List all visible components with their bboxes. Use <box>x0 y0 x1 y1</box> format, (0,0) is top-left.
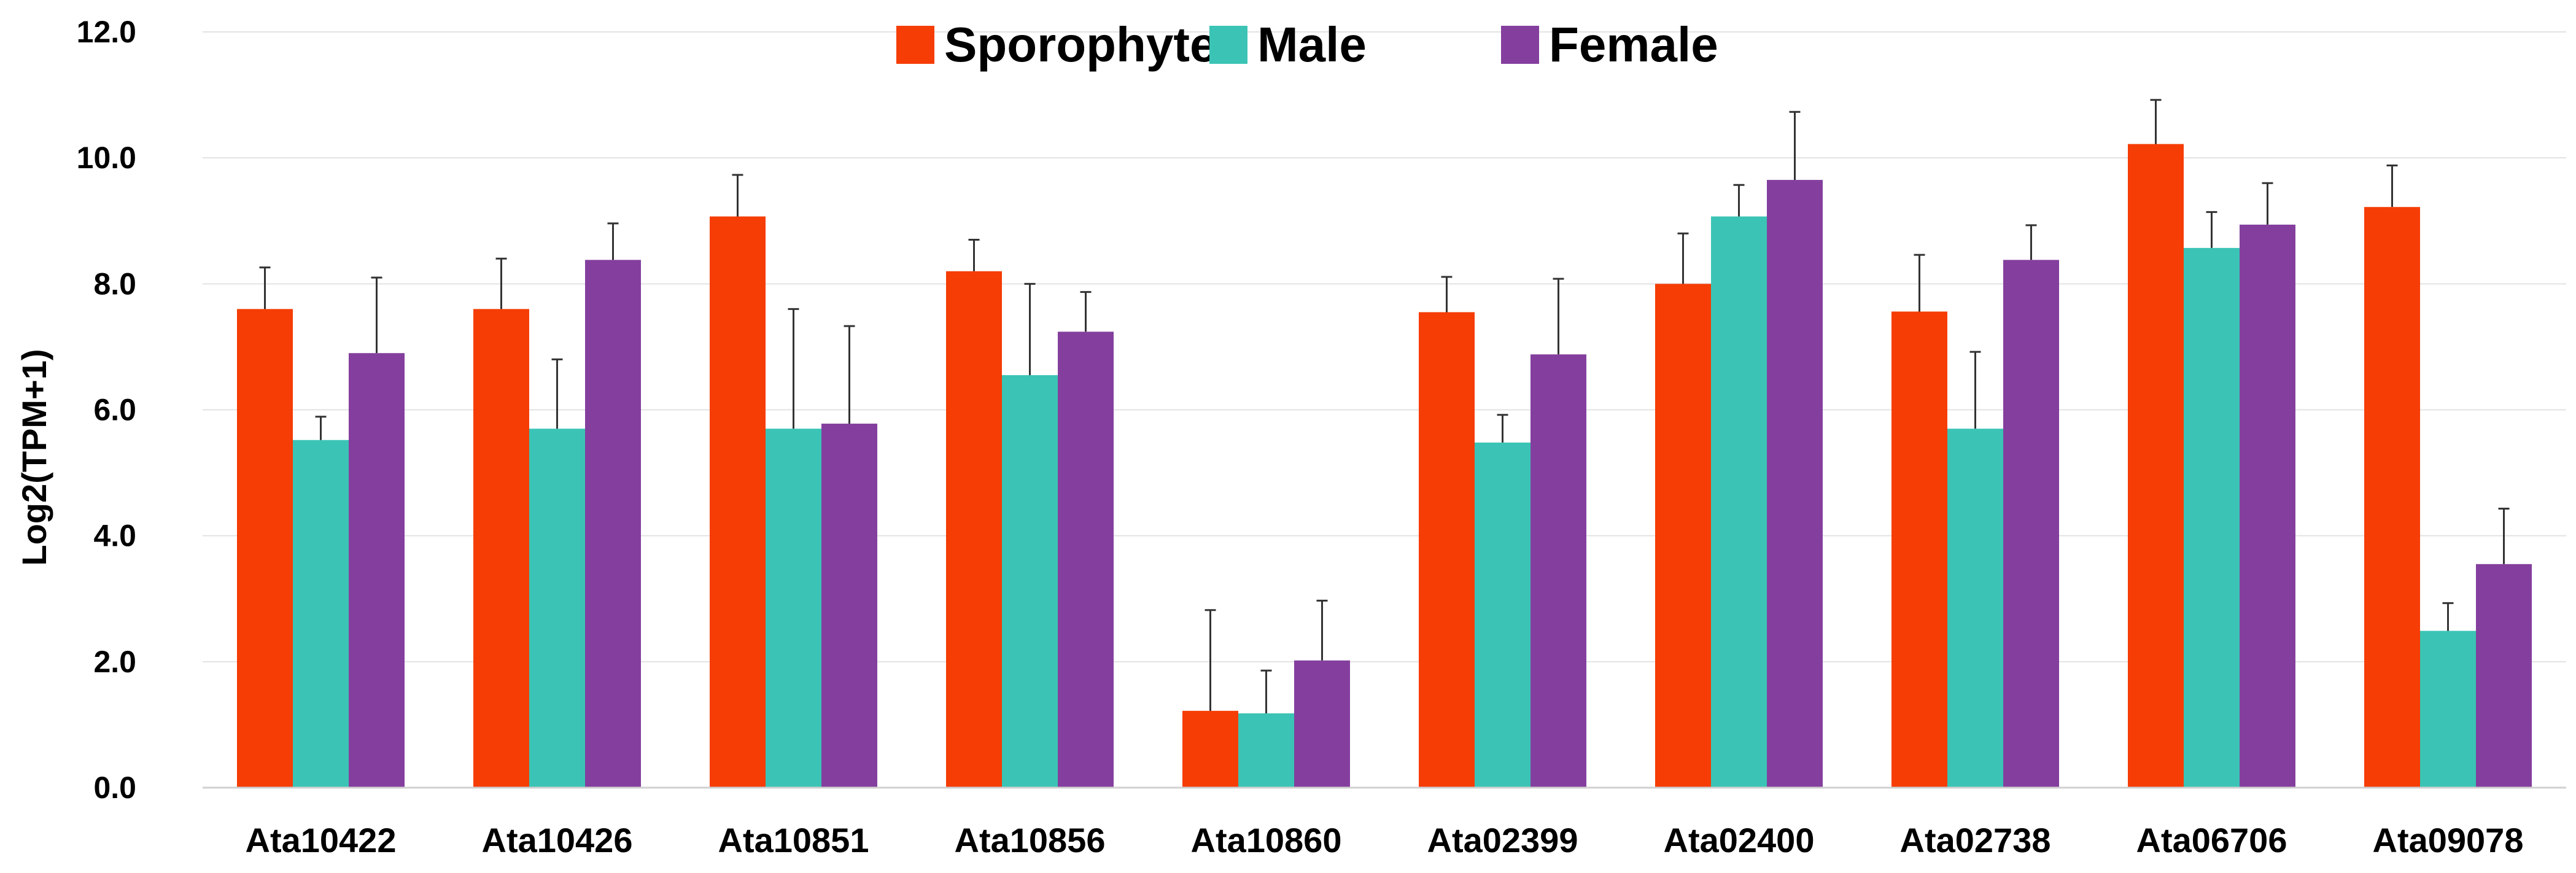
bar-male-ata02399 <box>1475 442 1530 788</box>
x-tick-label: Ata02400 <box>1664 821 1815 859</box>
bar-female-ata10860 <box>1294 660 1350 788</box>
bar-male-ata10422 <box>293 440 349 788</box>
bar-male-ata10860 <box>1238 713 1294 788</box>
bar-male-ata06706 <box>2184 247 2240 788</box>
y-tick-label: 6.0 <box>93 393 136 427</box>
bar-male-ata02400 <box>1711 216 1767 788</box>
y-axis: 0.0 2.0 4.0 6.0 8.0 10.0 12.0 <box>77 15 136 805</box>
x-tick-label: Ata10851 <box>718 821 869 859</box>
error-bars <box>259 99 2510 713</box>
legend: Sporophyte Male Female <box>896 17 1718 72</box>
legend-swatch-male <box>1209 26 1247 64</box>
bar-sporophyte-ata02399 <box>1419 312 1475 788</box>
x-tick-label: Ata06706 <box>2136 821 2287 859</box>
x-axis: Ata10422 Ata10426 Ata10851 Ata10856 Ata10860… <box>203 786 2566 859</box>
bar-male-ata09078 <box>2420 630 2476 788</box>
legend-label-female: Female <box>1549 17 1718 72</box>
bar-female-ata10422 <box>349 353 405 788</box>
bar-sporophyte-ata10856 <box>946 271 1002 788</box>
bar-male-ata10426 <box>529 429 585 788</box>
x-tick-label: Ata10422 <box>246 821 397 859</box>
y-tick-label: 2.0 <box>93 645 136 679</box>
bar-sporophyte-ata02738 <box>1891 311 1947 788</box>
y-tick-label: 8.0 <box>93 266 136 301</box>
x-tick-label: Ata10426 <box>482 821 633 859</box>
legend-label-sporophyte: Sporophyte <box>944 17 1217 72</box>
bar-female-ata02399 <box>1530 354 1586 788</box>
y-axis-label: Log2(TPM+1) <box>15 349 53 565</box>
bar-female-ata10851 <box>821 424 877 788</box>
bar-sporophyte-ata10851 <box>710 216 766 788</box>
bar-female-ata02400 <box>1767 180 1823 788</box>
bar-sporophyte-ata09078 <box>2364 207 2420 788</box>
y-tick-label: 4.0 <box>93 519 136 553</box>
bar-male-ata10856 <box>1002 375 1058 788</box>
bar-male-ata10851 <box>766 429 821 788</box>
bar-sporophyte-ata06706 <box>2128 144 2184 788</box>
x-tick-label: Ata09078 <box>2373 821 2524 859</box>
bar-female-ata10856 <box>1058 332 1114 788</box>
y-tick-label: 10.0 <box>77 141 136 175</box>
bar-sporophyte-ata10426 <box>473 309 529 788</box>
x-tick-label: Ata10860 <box>1191 821 1342 859</box>
bar-female-ata06706 <box>2240 224 2295 788</box>
legend-swatch-female <box>1501 26 1539 64</box>
bar-female-ata09078 <box>2476 564 2532 788</box>
x-tick-label: Ata02738 <box>1900 821 2051 859</box>
bar-male-ata02738 <box>1947 429 2003 788</box>
x-tick-label: Ata10856 <box>955 821 1106 859</box>
bar-sporophyte-ata10860 <box>1182 710 1238 788</box>
bar-female-ata02738 <box>2003 260 2059 788</box>
y-tick-label: 12.0 <box>77 15 136 49</box>
y-tick-label: 0.0 <box>93 770 136 805</box>
legend-swatch-sporophyte <box>896 26 934 64</box>
x-tick-label: Ata02399 <box>1427 821 1578 859</box>
bar-sporophyte-ata02400 <box>1655 284 1711 788</box>
bar-sporophyte-ata10422 <box>237 309 293 788</box>
legend-label-male: Male <box>1257 17 1367 72</box>
bars <box>237 144 2532 788</box>
bar-female-ata10426 <box>585 260 641 788</box>
